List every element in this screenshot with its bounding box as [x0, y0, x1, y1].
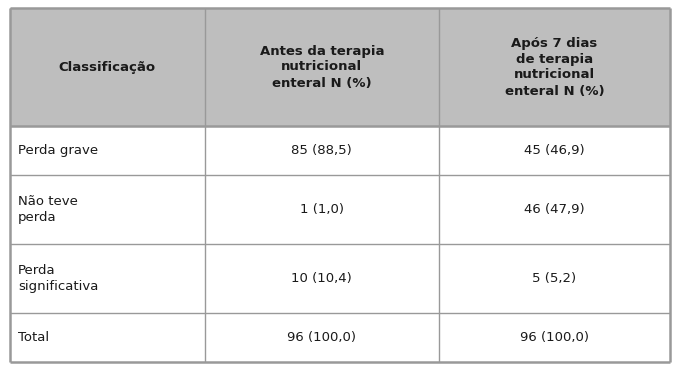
Text: Antes da terapia
nutricional
enteral N (%): Antes da terapia nutricional enteral N (…: [260, 44, 384, 90]
Text: Classificação: Classificação: [58, 61, 156, 74]
Text: 5 (5,2): 5 (5,2): [532, 272, 577, 285]
Text: Perda
significativa: Perda significativa: [18, 264, 99, 293]
Bar: [10, 175, 670, 244]
Text: 85 (88,5): 85 (88,5): [292, 144, 352, 157]
Text: 46 (47,9): 46 (47,9): [524, 203, 585, 216]
Text: Após 7 dias
de terapia
nutricional
enteral N (%): Após 7 dias de terapia nutricional enter…: [505, 37, 605, 98]
Text: 96 (100,0): 96 (100,0): [520, 331, 589, 344]
Text: Perda grave: Perda grave: [18, 144, 98, 157]
Text: 1 (1,0): 1 (1,0): [300, 203, 344, 216]
Bar: [10, 313, 670, 362]
Text: Não teve
perda: Não teve perda: [18, 195, 78, 224]
Text: 10 (10,4): 10 (10,4): [292, 272, 352, 285]
Bar: [10, 126, 670, 175]
Bar: [10, 8, 670, 126]
Text: 45 (46,9): 45 (46,9): [524, 144, 585, 157]
Bar: [10, 244, 670, 313]
Text: Total: Total: [18, 331, 49, 344]
Text: 96 (100,0): 96 (100,0): [288, 331, 356, 344]
